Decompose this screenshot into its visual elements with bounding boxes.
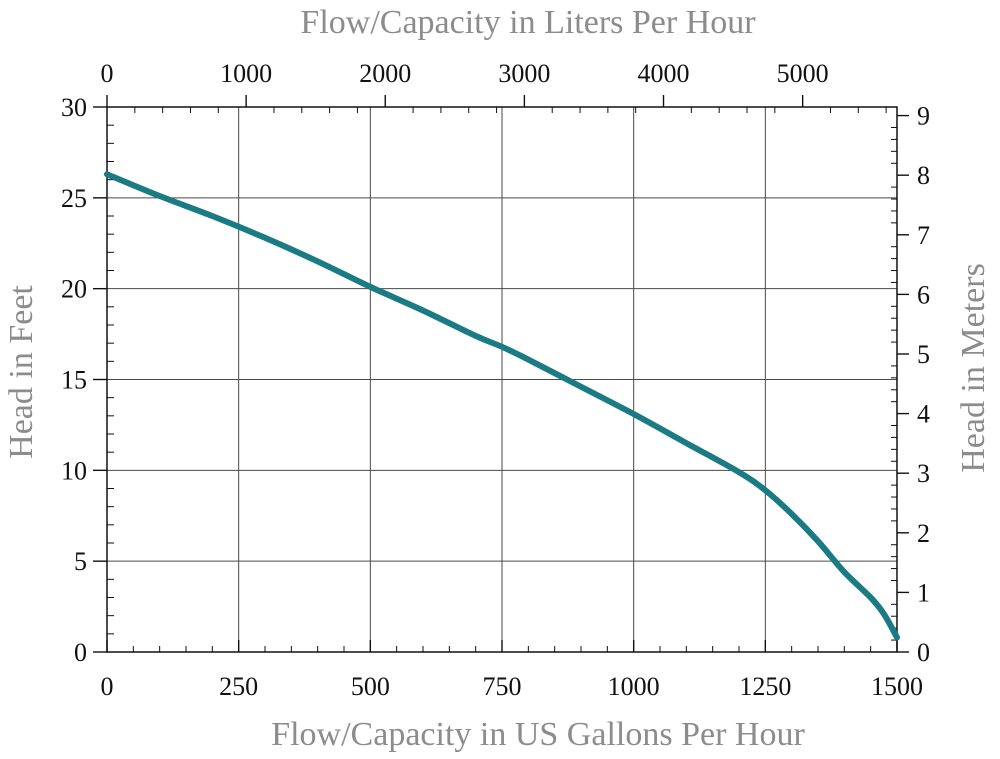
y-right-axis-title: Head in Meters — [955, 263, 992, 473]
x-tick-label: 250 — [219, 672, 258, 701]
plot-frame — [106, 106, 898, 653]
x-tick-label: 1250 — [739, 672, 791, 701]
y-tick-label: 25 — [61, 184, 87, 213]
y-right-tick-label: 6 — [917, 280, 930, 309]
y-right-tick-label: 3 — [917, 459, 930, 488]
y-right-tick-label: 2 — [917, 519, 930, 548]
series-line — [104, 171, 900, 641]
y-tick-label: 0 — [74, 638, 87, 667]
y-axis-title: Head in Feet — [3, 285, 40, 459]
y-right-tick-label: 8 — [917, 161, 930, 190]
x-top-tick-label: 3000 — [498, 59, 550, 88]
x-axis-title: Flow/Capacity in US Gallons Per Hour — [271, 716, 805, 753]
y-tick-label: 20 — [61, 275, 87, 304]
x-tick-label: 500 — [351, 672, 390, 701]
y-tick-label: 15 — [61, 366, 87, 395]
x-tick-label: 1500 — [871, 672, 923, 701]
x-top-tick-label: 5000 — [777, 59, 829, 88]
y-tick-label: 10 — [61, 456, 87, 485]
top-axis-title: Flow/Capacity in Liters Per Hour — [300, 4, 756, 41]
y-right-tick-label: 7 — [917, 221, 930, 250]
y-right-tick-label: 5 — [917, 340, 930, 369]
y-tick-label: 5 — [74, 547, 87, 576]
y-right-tick-label: 0 — [917, 638, 930, 667]
x-top-tick-label: 4000 — [638, 59, 690, 88]
x-tick-label: 750 — [483, 672, 522, 701]
y-right-tick-label: 9 — [917, 102, 930, 131]
grid-lines — [107, 107, 897, 652]
x-top-tick-label: 1000 — [220, 59, 272, 88]
y-right-tick-label: 4 — [917, 400, 930, 429]
x-top-tick-label: 0 — [101, 59, 114, 88]
y-right-tick-label: 1 — [917, 578, 930, 607]
y-tick-label: 30 — [61, 93, 87, 122]
x-tick-label: 0 — [101, 672, 114, 701]
x-tick-label: 1000 — [608, 672, 660, 701]
x-top-tick-label: 2000 — [359, 59, 411, 88]
